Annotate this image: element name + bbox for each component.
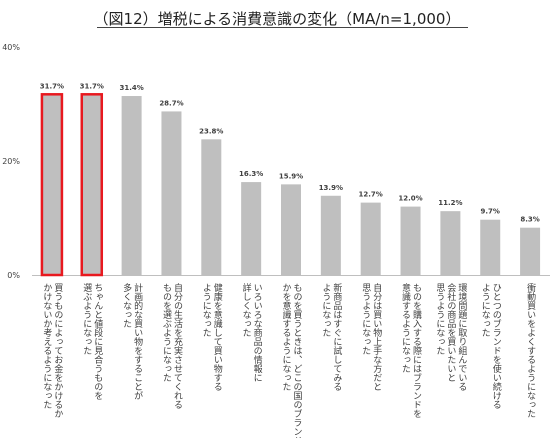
bar <box>400 206 421 275</box>
data-label: 8.3% <box>520 216 539 224</box>
bar <box>40 93 64 277</box>
bar <box>161 111 182 275</box>
y-tick-label: 20% <box>2 157 20 166</box>
y-tick-label: 40% <box>2 43 20 52</box>
category-label: 衝動買いをよくするようになった <box>525 282 536 418</box>
data-label: 12.0% <box>398 195 422 203</box>
y-tick-label: 0% <box>7 271 20 280</box>
bar <box>480 219 501 275</box>
bar <box>241 182 262 275</box>
category-label: いろいろな商品の情報に詳しくなった <box>241 282 263 382</box>
data-label: 13.9% <box>319 184 343 192</box>
bar <box>201 139 222 275</box>
category-label: 買うものによってお金をかけるかかけないか考えるようになった <box>41 283 63 418</box>
data-label: 11.2% <box>438 199 462 207</box>
category-label: 新商品はすぐに試してみるようになった <box>320 282 342 391</box>
category-label: 健康を意識して買い物するようになった <box>201 282 223 391</box>
bar <box>520 227 541 275</box>
data-label: 31.7% <box>80 82 104 90</box>
data-label: 31.4% <box>119 84 143 92</box>
bar <box>360 202 381 275</box>
data-label: 16.3% <box>239 170 263 178</box>
data-label: 31.7% <box>40 82 64 90</box>
category-label: 計画的な買い物をすることが多くなった <box>121 282 143 400</box>
category-label: ちゃんと値段に見合うものを選ぶようになった <box>81 283 103 400</box>
category-label: ひとつのブランドを使い続けるようになった <box>480 283 502 409</box>
bar <box>440 211 461 275</box>
category-label: ものを買うときは、どこの国のブランドかを意識するようになった <box>281 283 303 438</box>
category-label: ものを購入する際にはブランドを意識するようになった <box>400 282 422 418</box>
data-label: 9.7% <box>481 208 500 216</box>
category-label: 自分の生活を充実させてくれるものを選ぶようになった <box>161 282 183 409</box>
bar <box>320 195 341 275</box>
chart-title: （図12）増税による消費意識の変化（MA/n=1,000） <box>93 10 461 28</box>
bar <box>80 93 104 277</box>
data-label: 28.7% <box>159 99 183 107</box>
bar <box>121 96 142 276</box>
category-label: 自分は買い物上手な方だと思うようになった <box>360 282 382 391</box>
title-underline <box>97 27 468 28</box>
bar <box>281 184 301 275</box>
data-label: 23.8% <box>199 127 223 135</box>
category-label: 環境問題に取り組んでいる会社の商品を買いたいと思うようになった <box>434 282 467 391</box>
data-label: 15.9% <box>279 172 303 180</box>
data-label: 12.7% <box>359 191 383 199</box>
